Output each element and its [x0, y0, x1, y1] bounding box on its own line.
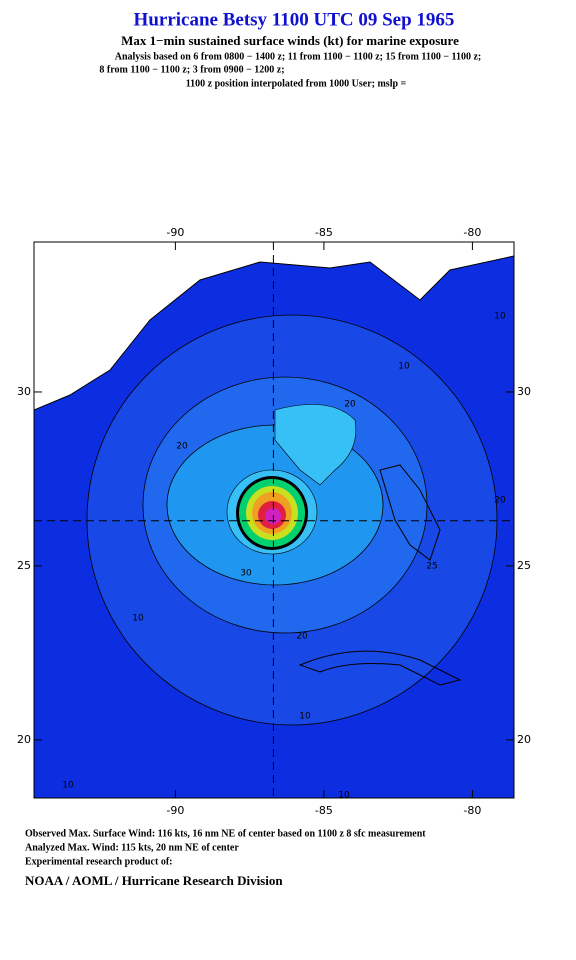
footer-line: Analyzed Max. Wind: 115 kts, 20 nm NE of… [25, 842, 239, 853]
contour-label: 20 [176, 442, 188, 452]
y-tick-label: 20 [517, 733, 531, 746]
footer-org: NOAA / AOML / Hurricane Research Divisio… [25, 873, 283, 888]
x-tick-label: -80 [463, 804, 481, 817]
x-tick-label: -85 [315, 804, 333, 817]
map-field [34, 242, 514, 798]
contour-label: 20 [344, 400, 356, 410]
contour-label: 30 [240, 569, 252, 579]
subtitle: Max 1−min sustained surface winds (kt) f… [121, 33, 459, 48]
florida [379, 464, 441, 561]
x-tick-label: -85 [315, 226, 333, 239]
footer-line: Experimental research product of: [25, 856, 172, 867]
y-tick-label: 25 [17, 559, 31, 572]
contour-label-group: 10 10 10 10 10 10 20 20 20 20 30 25 [62, 312, 506, 801]
map-frame [33, 241, 515, 799]
contour-label: 25 [426, 562, 437, 572]
contour-label: 10 [299, 712, 311, 722]
note: Analysis based on 6 from 0800 − 1400 z; … [115, 51, 482, 62]
y-tick-label: 20 [17, 733, 31, 746]
contour-label: 20 [494, 496, 506, 506]
y-tick-label: 30 [17, 385, 31, 398]
x-tick-label: -80 [463, 226, 481, 239]
contour-40 [274, 404, 357, 486]
footer-line: Observed Max. Surface Wind: 116 kts, 16 … [25, 828, 426, 839]
note: 8 from 1100 − 1100 z; 3 from 0900 − 1200… [99, 64, 284, 75]
contour-label: 10 [338, 791, 350, 801]
y-tick-label: 25 [517, 559, 531, 572]
note: 1100 z position interpolated from 1000 U… [186, 78, 407, 89]
contour-label: 10 [62, 781, 74, 791]
x-tick-label: -90 [166, 804, 184, 817]
title: Hurricane Betsy 1100 UTC 09 Sep 1965 [134, 9, 455, 30]
land [34, 242, 514, 411]
contour-label: 10 [398, 362, 410, 372]
contour-label: 10 [494, 312, 506, 322]
contour-label: 10 [132, 614, 144, 624]
contour-label: 20 [296, 632, 308, 642]
y-tick-label: 30 [517, 385, 531, 398]
x-tick-label: -90 [166, 226, 184, 239]
cuba [298, 650, 462, 686]
